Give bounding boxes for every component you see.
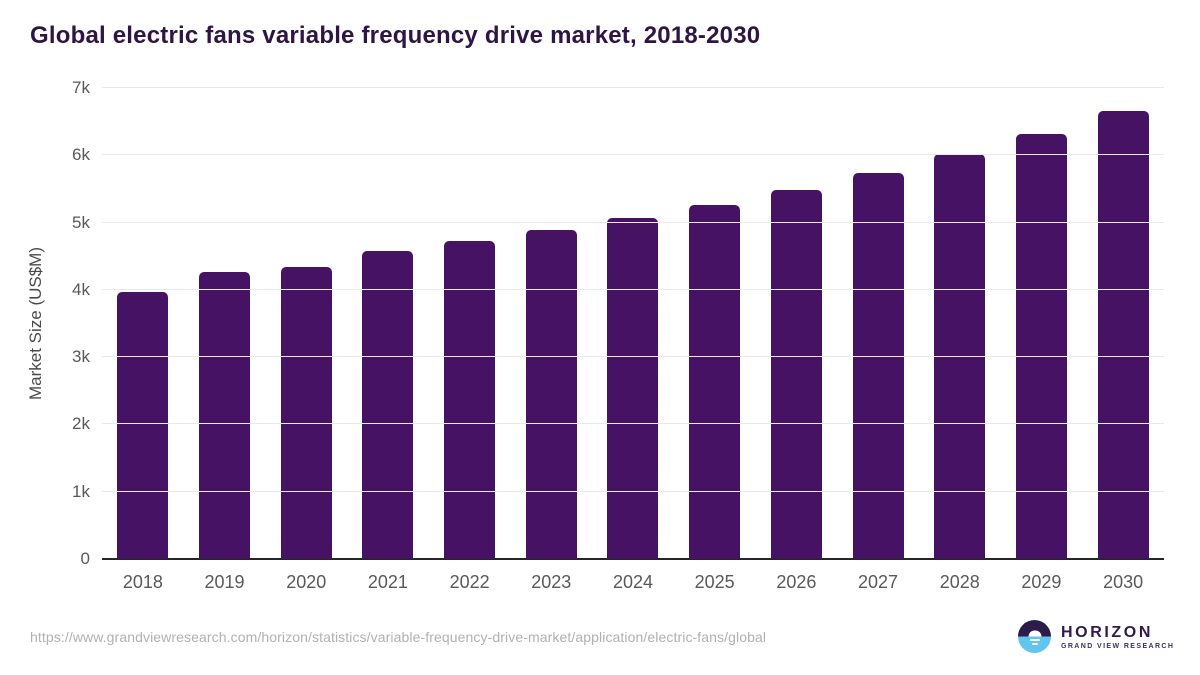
bar-2023 — [525, 229, 577, 559]
sun-reflection-line — [1029, 639, 1040, 641]
x-tick-label-2030: 2030 — [1103, 572, 1144, 592]
x-tick-label-2020: 2020 — [286, 572, 327, 592]
bar-slot-2025 — [674, 88, 756, 559]
chart-title: Global electric fans variable frequency … — [30, 22, 761, 49]
horizon-sun-circle-icon — [1018, 620, 1051, 653]
x-axis-baseline — [102, 558, 1164, 560]
x-tick-label-2024: 2024 — [612, 572, 653, 592]
x-tick-label-2018: 2018 — [122, 572, 163, 592]
y-tick-label-0: 0 — [80, 549, 90, 568]
source-url: https://www.grandviewresearch.com/horizo… — [30, 629, 767, 645]
bar-slot-2018 — [102, 88, 184, 559]
gridline-6k — [102, 154, 1164, 156]
x-tick-label-2019: 2019 — [204, 572, 245, 592]
gridline-7k — [102, 87, 1164, 88]
x-tick-label-2029: 2029 — [1021, 572, 1062, 592]
y-tick-label-2k: 2k — [72, 414, 90, 434]
bar-2027 — [852, 172, 904, 559]
x-tick-label-2022: 2022 — [449, 572, 490, 592]
gridline-2k — [102, 423, 1164, 425]
y-tick-label-6k: 6k — [72, 145, 90, 165]
bar-slot-2019 — [184, 88, 266, 559]
bars-row — [102, 88, 1164, 559]
y-tick-label-5k: 5k — [72, 212, 90, 232]
gridline-5k — [102, 221, 1164, 223]
sun-reflection-line — [1031, 643, 1038, 645]
bar-slot-2026 — [756, 88, 838, 559]
x-tick-label-2021: 2021 — [367, 572, 408, 592]
x-tick-label-2025: 2025 — [694, 572, 735, 592]
x-tick-label-2023: 2023 — [531, 572, 572, 592]
y-tick-label-7k: 7k — [72, 78, 90, 97]
bar-slot-2021 — [347, 88, 429, 559]
bar-2018 — [117, 291, 169, 559]
bar-2022 — [444, 241, 496, 559]
bar-2019 — [199, 272, 251, 559]
bar-2025 — [689, 205, 741, 559]
x-tick-label-2028: 2028 — [939, 572, 980, 592]
bar-slot-2029 — [1001, 88, 1083, 559]
logo-brand-text: HORIZON — [1061, 623, 1153, 641]
bar-slot-2028 — [919, 88, 1001, 559]
gridline-3k — [102, 356, 1164, 358]
x-tick-label-2026: 2026 — [776, 572, 817, 592]
bar-2026 — [770, 190, 822, 559]
logo-subtitle-text: GRAND VIEW RESEARCH — [1061, 642, 1175, 650]
x-tick-label-2027: 2027 — [858, 572, 899, 592]
bar-2029 — [1015, 133, 1067, 559]
bar-slot-2027 — [837, 88, 919, 559]
y-axis-title: Market Size (US$M) — [26, 246, 45, 401]
bar-slot-2024 — [592, 88, 674, 559]
bar-slot-2020 — [265, 88, 347, 559]
gridline-4k — [102, 288, 1164, 290]
logo-text: HORIZON GRAND VIEW RESEARCH — [1061, 624, 1174, 650]
bar-2030 — [1097, 110, 1149, 559]
bar-2020 — [280, 266, 332, 559]
bar-slot-2022 — [429, 88, 511, 559]
y-tick-label-1k: 1k — [72, 481, 90, 501]
y-tick-label-3k: 3k — [72, 347, 90, 367]
x-axis-labels: 2018 2019 2020 2021 2022 2023 2024 2025 2026 2027… — [102, 572, 1164, 593]
bar-slot-2023 — [510, 88, 592, 559]
plot-area: Market Size (US$M) 2018 2019 2020 2021 2022 2… — [26, 79, 1164, 592]
gridline-1k — [102, 490, 1164, 492]
horizon-logo: HORIZON GRAND VIEW RESEARCH — [1018, 620, 1174, 653]
bar-2024 — [607, 217, 659, 559]
y-tick-label-4k: 4k — [72, 279, 90, 299]
bar-2021 — [362, 250, 414, 559]
sun-icon — [1028, 630, 1041, 637]
bar-slot-2030 — [1082, 88, 1164, 559]
